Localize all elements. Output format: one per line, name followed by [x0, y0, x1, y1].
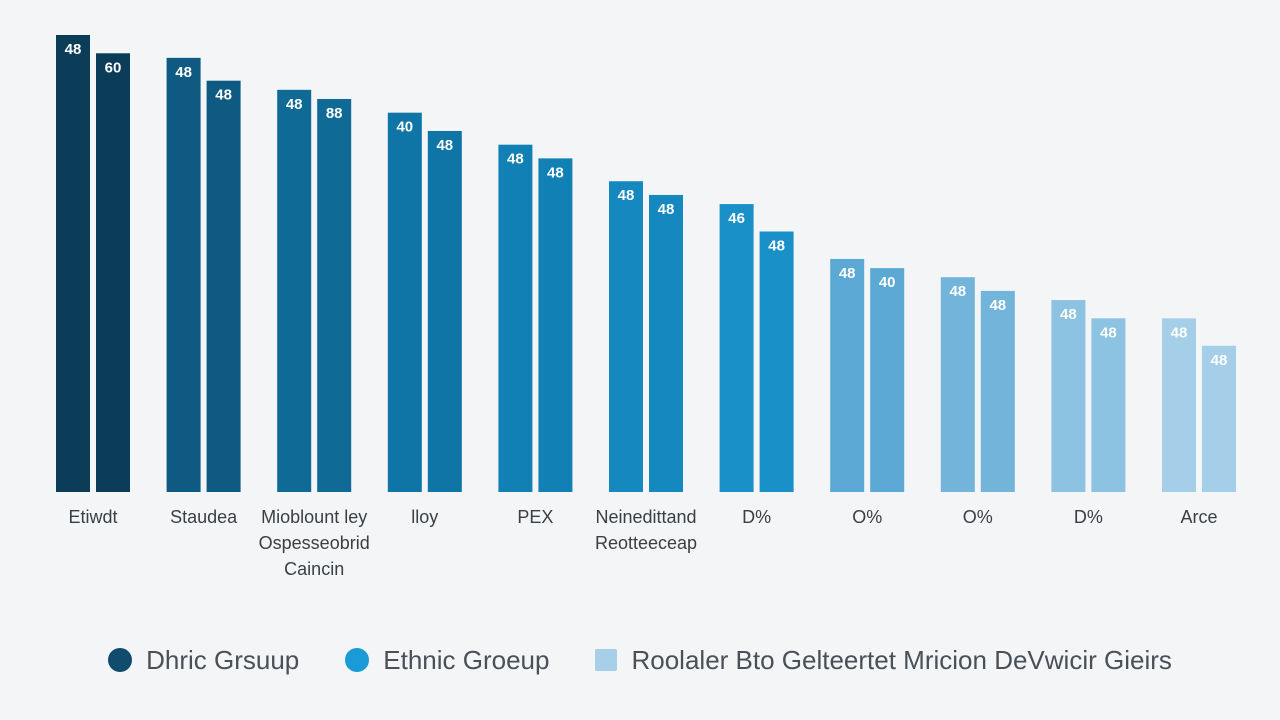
- category-label-3-line-2: Ospesseobrid: [259, 533, 370, 553]
- legend: Dhric Grsuup Ethnic Groeup Roolaler Bto …: [0, 636, 1280, 684]
- category-label-6-line-1: Neinedittand: [595, 507, 696, 527]
- bar-5-series-2[interactable]: [538, 158, 573, 492]
- bar-11-series-1[interactable]: [1162, 318, 1196, 492]
- bar-value-label-1-series-2: 60: [105, 59, 122, 76]
- bar-9-series-1[interactable]: [940, 277, 975, 492]
- category-labels: Etiwdt Staudea Mioblount ley Ospesseobrid Ca…: [68, 507, 1217, 579]
- bar-11-series-2[interactable]: [1202, 345, 1236, 492]
- bar-value-label-4-series-2: 48: [436, 137, 453, 154]
- bar-8-series-1[interactable]: [830, 258, 865, 492]
- bar-value-label-7-series-1: 46: [728, 210, 745, 227]
- bar-value-label-8-series-1: 48: [839, 265, 856, 282]
- bar-value-label-3-series-1: 48: [286, 96, 303, 113]
- bar-10-series-2[interactable]: [1091, 318, 1126, 492]
- category-label-7-line-1: D%: [742, 507, 771, 527]
- bar-value-label-6-series-1: 48: [618, 187, 635, 204]
- bar-2-series-2[interactable]: [206, 80, 241, 492]
- bar-value-label-2-series-2: 48: [215, 87, 232, 104]
- bar-3-series-2[interactable]: [317, 98, 352, 492]
- bar-2-series-1[interactable]: [166, 57, 201, 492]
- bar-3-series-1[interactable]: [277, 89, 312, 492]
- legend-swatch-series-3: [595, 649, 618, 671]
- bar-7-series-1[interactable]: [719, 204, 754, 492]
- bar-value-label-2-series-1: 48: [175, 64, 192, 81]
- category-label-1-line-1: Etiwdt: [68, 507, 117, 527]
- category-label-11-line-1: Arce: [1180, 507, 1217, 527]
- legend-label-series-2: Ethnic Groeup: [383, 644, 550, 675]
- bars-layer: 48 60 48 48 48 88 40 48 48 48 48 48 46 48 48 40 48 48 48 48…: [56, 35, 1236, 493]
- bar-5-series-1[interactable]: [498, 144, 533, 492]
- category-label-2-line-1: Staudea: [170, 507, 238, 527]
- bar-value-label-9-series-1: 48: [949, 283, 966, 300]
- bar-value-label-10-series-1: 48: [1060, 306, 1077, 323]
- bar-8-series-2[interactable]: [870, 268, 905, 492]
- bar-value-label-6-series-2: 48: [658, 201, 675, 218]
- bar-value-label-4-series-1: 40: [396, 119, 413, 136]
- category-label-6-line-2: Reotteeceap: [595, 533, 697, 553]
- category-label-10-line-1: D%: [1074, 507, 1103, 527]
- bar-value-label-8-series-2: 40: [879, 274, 896, 291]
- bar-9-series-2[interactable]: [980, 290, 1015, 492]
- legend-swatch-series-2: [345, 648, 370, 672]
- bar-10-series-1[interactable]: [1051, 300, 1086, 492]
- legend-swatch-series-1: [108, 648, 133, 672]
- category-label-3-line-3: Caincin: [284, 559, 344, 579]
- bar-6-series-1[interactable]: [609, 181, 643, 493]
- category-label-5-line-1: PEX: [517, 507, 553, 527]
- category-label-9-line-1: O%: [963, 507, 993, 527]
- bar-value-label-9-series-2: 48: [989, 297, 1006, 314]
- category-label-8-line-1: O%: [852, 507, 882, 527]
- bar-6-series-2[interactable]: [649, 194, 683, 492]
- bar-1-series-2[interactable]: [96, 53, 130, 492]
- legend-item-series-1[interactable]: Dhric Grsuup: [108, 645, 299, 676]
- category-label-4-line-1: lloy: [411, 507, 438, 527]
- legend-label-series-3: Roolaler Bto Gelteertet Mricion DeVwicir…: [631, 644, 1172, 675]
- bar-value-label-11-series-2: 48: [1211, 352, 1228, 369]
- bar-value-label-1-series-1: 48: [65, 41, 82, 58]
- bar-value-label-3-series-2: 88: [326, 105, 343, 122]
- bar-value-label-10-series-2: 48: [1100, 324, 1117, 341]
- bar-4-series-1[interactable]: [387, 112, 422, 492]
- bar-7-series-2[interactable]: [759, 231, 794, 492]
- legend-label-series-1: Dhric Grsuup: [146, 644, 300, 675]
- bar-1-series-1[interactable]: [56, 35, 90, 492]
- bar-4-series-2[interactable]: [427, 130, 462, 492]
- bar-value-label-7-series-2: 48: [768, 238, 785, 255]
- bar-value-label-11-series-1: 48: [1171, 324, 1188, 341]
- legend-item-series-2[interactable]: Ethnic Groeup: [345, 645, 549, 676]
- category-label-3-line-1: Mioblount ley: [261, 507, 367, 527]
- bar-value-label-5-series-1: 48: [507, 151, 524, 168]
- legend-item-series-3[interactable]: Roolaler Bto Gelteertet Mricion DeVwicir…: [595, 644, 1172, 676]
- bar-value-label-5-series-2: 48: [547, 164, 564, 181]
